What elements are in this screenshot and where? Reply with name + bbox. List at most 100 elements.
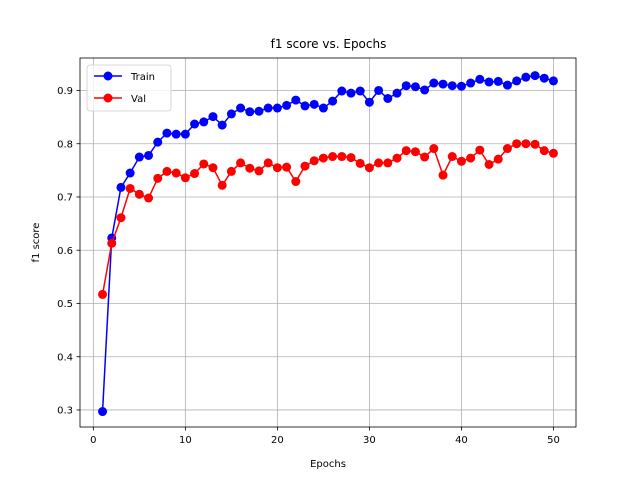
val-point-5 bbox=[134, 189, 144, 199]
series-layer bbox=[98, 71, 558, 417]
val-point-20 bbox=[272, 163, 282, 173]
train-point-49 bbox=[539, 73, 549, 83]
val-point-41 bbox=[466, 153, 476, 163]
val-point-15 bbox=[226, 166, 236, 176]
val-point-33 bbox=[392, 153, 402, 163]
val-point-24 bbox=[309, 156, 319, 166]
train-point-8 bbox=[162, 128, 172, 138]
train-point-32 bbox=[383, 93, 393, 103]
train-point-36 bbox=[420, 85, 430, 95]
val-point-3 bbox=[116, 213, 126, 223]
train-point-42 bbox=[475, 74, 485, 84]
train-point-43 bbox=[484, 77, 494, 87]
train-point-33 bbox=[392, 88, 402, 98]
train-point-27 bbox=[337, 86, 347, 96]
train-point-28 bbox=[346, 88, 356, 98]
train-point-41 bbox=[466, 78, 476, 88]
val-point-40 bbox=[456, 156, 466, 166]
val-point-49 bbox=[539, 146, 549, 156]
val-point-29 bbox=[355, 158, 365, 168]
grid-lines bbox=[80, 58, 576, 427]
train-point-31 bbox=[374, 85, 384, 95]
y-tick-label-5: 0.8 bbox=[57, 139, 73, 150]
val-point-12 bbox=[199, 159, 209, 169]
train-point-1 bbox=[98, 407, 108, 417]
x-tick-label-5: 50 bbox=[547, 435, 560, 446]
val-point-44 bbox=[493, 154, 503, 164]
train-point-14 bbox=[217, 120, 227, 130]
train-point-23 bbox=[300, 101, 310, 111]
train-point-4 bbox=[125, 168, 135, 178]
train-point-12 bbox=[199, 117, 209, 127]
val-point-17 bbox=[245, 163, 255, 173]
val-point-21 bbox=[282, 162, 292, 172]
series-train bbox=[98, 71, 558, 417]
y-axis: 0.3 0.4 0.5 0.6 0.7 0.8 0.9 bbox=[57, 86, 80, 417]
train-point-16 bbox=[236, 103, 246, 113]
val-point-37 bbox=[429, 144, 439, 154]
train-point-39 bbox=[447, 81, 457, 91]
train-point-22 bbox=[291, 95, 301, 105]
val-point-42 bbox=[475, 145, 485, 155]
val-point-11 bbox=[190, 169, 200, 179]
val-point-45 bbox=[502, 144, 512, 154]
train-point-48 bbox=[530, 71, 540, 81]
train-point-19 bbox=[263, 103, 273, 113]
val-point-14 bbox=[217, 180, 227, 190]
val-point-32 bbox=[383, 158, 393, 168]
val-point-47 bbox=[521, 139, 531, 149]
y-tick-label-2: 0.5 bbox=[57, 299, 73, 310]
legend-val-marker bbox=[103, 93, 113, 103]
x-tick-label-0: 0 bbox=[90, 435, 96, 446]
train-point-20 bbox=[272, 103, 282, 113]
train-point-13 bbox=[208, 112, 218, 122]
val-point-43 bbox=[484, 159, 494, 169]
val-point-30 bbox=[364, 163, 374, 173]
train-point-6 bbox=[144, 150, 154, 160]
train-point-10 bbox=[180, 129, 190, 139]
legend-train-label: Train bbox=[130, 72, 155, 83]
train-point-40 bbox=[456, 81, 466, 91]
x-tick-label-1: 10 bbox=[179, 435, 192, 446]
val-point-48 bbox=[530, 139, 540, 149]
train-point-15 bbox=[226, 109, 236, 119]
val-point-27 bbox=[337, 152, 347, 162]
val-point-38 bbox=[438, 170, 448, 180]
val-point-9 bbox=[171, 168, 181, 178]
train-point-38 bbox=[438, 79, 448, 89]
train-point-50 bbox=[548, 76, 558, 86]
val-point-1 bbox=[98, 289, 108, 299]
val-point-34 bbox=[401, 146, 411, 156]
train-point-44 bbox=[493, 76, 503, 86]
y-tick-label-4: 0.7 bbox=[57, 193, 73, 204]
train-point-21 bbox=[282, 100, 292, 110]
val-point-25 bbox=[318, 153, 328, 163]
plot-frame bbox=[79, 57, 577, 428]
val-point-2 bbox=[107, 238, 117, 248]
train-point-25 bbox=[318, 103, 328, 113]
val-point-39 bbox=[447, 152, 457, 162]
val-point-19 bbox=[263, 158, 273, 168]
train-point-17 bbox=[245, 107, 255, 117]
train-point-35 bbox=[410, 82, 420, 92]
train-point-29 bbox=[355, 86, 365, 96]
val-point-31 bbox=[374, 158, 384, 168]
val-point-36 bbox=[420, 152, 430, 162]
val-point-50 bbox=[548, 148, 558, 158]
x-axis-title: Epochs bbox=[310, 459, 346, 470]
train-point-3 bbox=[116, 182, 126, 192]
y-tick-label-1: 0.4 bbox=[57, 352, 73, 363]
y-axis-title: f1 score bbox=[31, 223, 42, 263]
x-tick-label-3: 30 bbox=[363, 435, 376, 446]
train-point-47 bbox=[521, 72, 531, 82]
train-point-34 bbox=[401, 81, 411, 91]
train-point-24 bbox=[309, 99, 319, 109]
chart-title: f1 score vs. Epochs bbox=[271, 37, 387, 51]
series-val bbox=[98, 139, 558, 299]
train-point-5 bbox=[134, 152, 144, 162]
train-point-26 bbox=[328, 96, 338, 106]
train-line bbox=[101, 74, 554, 412]
train-point-7 bbox=[153, 137, 163, 147]
val-point-16 bbox=[236, 158, 246, 168]
